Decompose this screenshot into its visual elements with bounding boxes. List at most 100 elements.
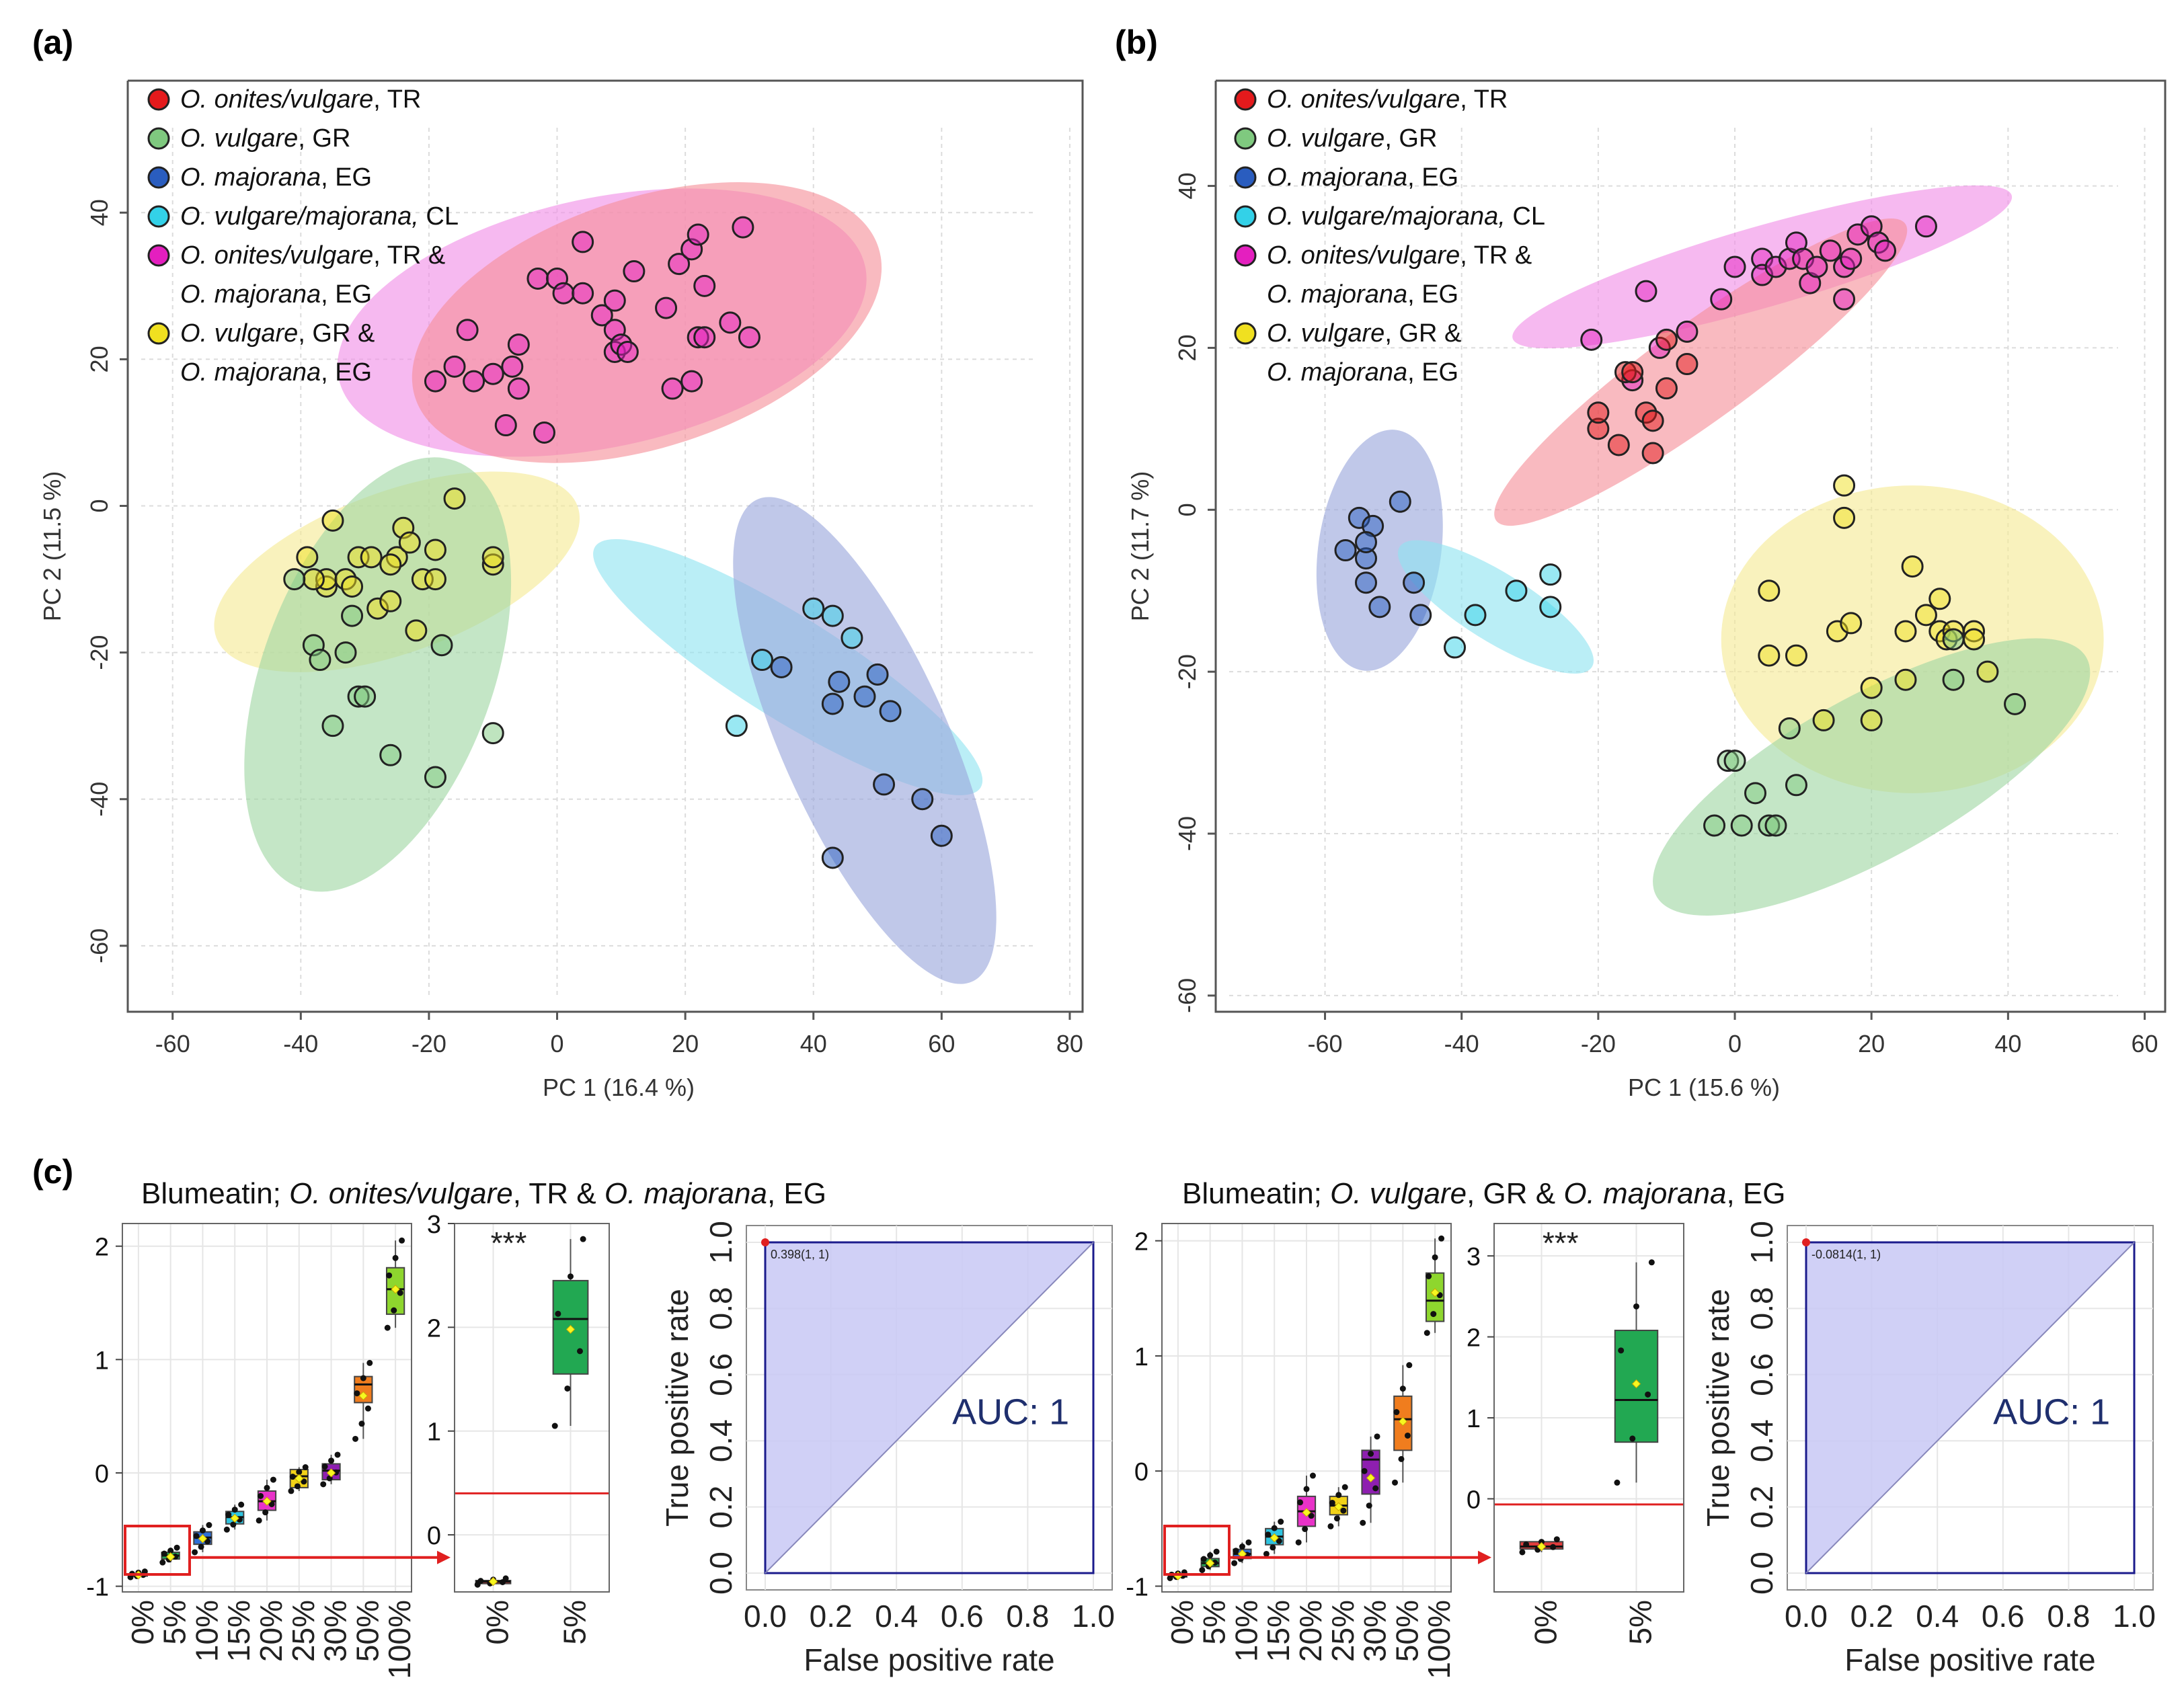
- zoom-arrow-head: [437, 1550, 451, 1564]
- sample-point: [1399, 1386, 1406, 1392]
- data-point-tr: [1655, 328, 1678, 351]
- sample-point: [1276, 1537, 1282, 1544]
- sample-point: [1374, 1433, 1380, 1440]
- data-point-gr_eg: [1860, 676, 1883, 699]
- mean-marker: [1631, 1379, 1641, 1389]
- legend-region: , EG: [1407, 163, 1458, 192]
- sample-point: [206, 1522, 212, 1529]
- legend-species: O. vulgare: [1267, 319, 1384, 348]
- legend-region: , TR &: [373, 241, 445, 270]
- legend-species: O. majorana: [1267, 280, 1407, 309]
- y-tick-label: 40: [1173, 173, 1201, 200]
- sample-point: [1231, 1560, 1238, 1566]
- sample-point: [391, 1307, 397, 1314]
- sample-point: [1302, 1525, 1309, 1532]
- sample-point: [1361, 1468, 1368, 1474]
- data-point-tr_eg: [655, 296, 678, 319]
- sample-point: [264, 1484, 270, 1491]
- mean-marker: [230, 1513, 239, 1523]
- data-point-gr: [1785, 774, 1807, 797]
- y-tick-label: 0.4: [703, 1419, 738, 1462]
- data-point-gr_eg: [424, 568, 446, 591]
- data-point-gr: [424, 766, 446, 789]
- data-point-gr_eg: [302, 568, 325, 591]
- data-point-eg: [1389, 490, 1411, 513]
- data-point-cl: [1539, 596, 1562, 618]
- category-label: 20%: [254, 1600, 288, 1662]
- legend-label-tr_eg: O. onites/vulgare, TR &: [180, 241, 445, 270]
- data-point-eg: [1368, 596, 1391, 618]
- data-point-eg: [821, 846, 844, 869]
- data-point-eg: [770, 655, 793, 678]
- plot-frame: [122, 1223, 412, 1593]
- sample-point: [384, 1324, 391, 1331]
- data-point-tr_eg: [680, 370, 703, 393]
- y-tick-label: -1: [86, 1574, 109, 1602]
- sample-point: [1303, 1486, 1310, 1492]
- mean-marker: [1270, 1533, 1279, 1543]
- sample-point: [397, 1289, 403, 1296]
- data-point-eg: [1334, 539, 1357, 562]
- sample-point: [270, 1476, 276, 1483]
- data-point-tr_eg: [1710, 288, 1733, 311]
- sample-point: [1245, 1539, 1252, 1546]
- data-point-tr: [1641, 442, 1664, 465]
- sample-point: [1550, 1544, 1557, 1550]
- legend-region: CL: [1506, 202, 1545, 231]
- sample-point: [1424, 1330, 1430, 1336]
- x-tick-label: -40: [283, 1030, 318, 1057]
- legend-species: O. onites/vulgare: [1267, 85, 1460, 114]
- x-tick-label: 60: [2132, 1030, 2158, 1057]
- sample-point: [193, 1533, 200, 1539]
- sample-point: [1426, 1273, 1432, 1279]
- data-point-gr_eg: [1901, 555, 1924, 578]
- chance-diagonal: [765, 1242, 1094, 1574]
- sample-point: [1366, 1503, 1372, 1509]
- sample-point: [198, 1544, 204, 1550]
- category-label: 15%: [1261, 1600, 1296, 1662]
- category-label: 100%: [382, 1600, 417, 1679]
- legend-marker-eg: [1234, 166, 1257, 189]
- sample-point: [564, 1385, 571, 1392]
- sample-point: [321, 1464, 328, 1470]
- y-tick-label: -40: [1173, 816, 1201, 851]
- y-tick-label: 3: [427, 1211, 441, 1239]
- y-tick-label: 0: [85, 499, 113, 513]
- x-axis-label: False positive rate: [1844, 1642, 2095, 1677]
- legend-species: O. onites/vulgare: [180, 85, 373, 114]
- legend-label-cl: O. vulgare/majorana, CL: [180, 202, 459, 231]
- subplot-title: Blumeatin; O. vulgare, GR & O. majorana,…: [1182, 1177, 1785, 1210]
- mean-marker: [1366, 1473, 1376, 1483]
- data-point-gr_eg: [1833, 506, 1856, 529]
- sample-point: [334, 1451, 341, 1458]
- y-tick-label: 0.6: [1744, 1353, 1779, 1396]
- legend-species: O. onites/vulgare: [180, 241, 373, 270]
- y-tick-label: 0.8: [703, 1287, 738, 1330]
- x-axis-label: PC 1 (15.6 %): [1628, 1074, 1780, 1101]
- data-point-gr: [379, 744, 402, 766]
- data-point-tr_eg: [1819, 239, 1842, 262]
- title-part: O. vulgare: [1330, 1177, 1467, 1210]
- plot-frame: [454, 1223, 610, 1593]
- sample-point: [268, 1500, 275, 1507]
- category-label: 0%: [480, 1600, 515, 1644]
- auc-label: AUC: 1: [1993, 1392, 2110, 1433]
- legend-species: O. vulgare/majorana,: [1267, 202, 1506, 231]
- sample-point: [1327, 1523, 1334, 1529]
- data-point-tr: [1607, 434, 1630, 456]
- data-point-tr_eg: [494, 414, 517, 437]
- data-point-gr_eg: [443, 487, 466, 510]
- sample-point: [1523, 1541, 1530, 1548]
- data-point-gr_eg: [1840, 612, 1863, 635]
- sample-point: [1614, 1479, 1621, 1486]
- data-point-tr_eg: [507, 377, 530, 400]
- data-point-eg: [1354, 530, 1377, 553]
- x-axis-label: PC 1 (16.4 %): [543, 1074, 695, 1101]
- legend-label-tr: O. onites/vulgare, TR: [180, 85, 421, 114]
- data-point-eg: [930, 824, 953, 847]
- data-point-eg: [821, 692, 844, 715]
- plot-frame: [126, 79, 1084, 1013]
- x-tick-label: 40: [1994, 1030, 2021, 1057]
- sample-point: [1519, 1549, 1526, 1556]
- threshold-label: 0.398(1, 1): [771, 1248, 829, 1261]
